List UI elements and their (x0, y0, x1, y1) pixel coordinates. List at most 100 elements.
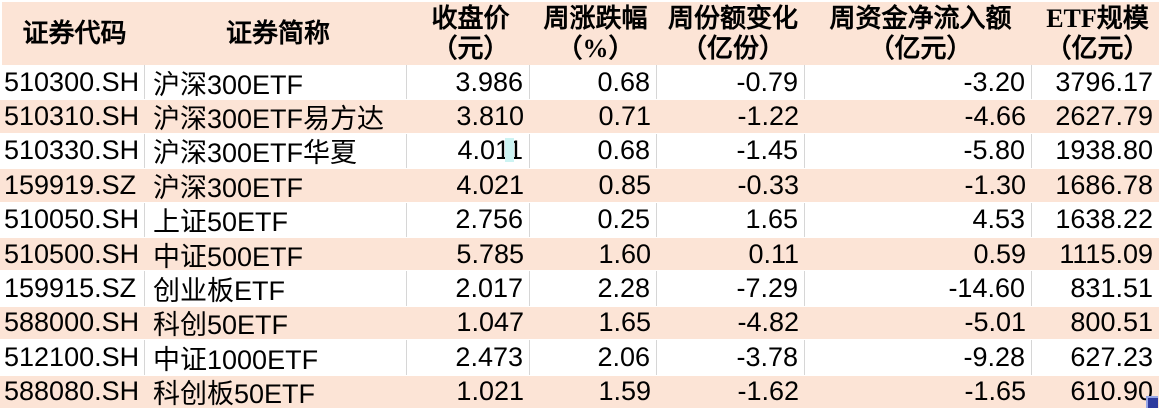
cell-net-inflow[interactable]: -3.20 (805, 65, 1032, 100)
table-row: 159915.SZ 创业板ETF 2.017 2.28 -7.29 -14.60 831.5… (0, 271, 1159, 306)
cell-code[interactable]: 510500.SH (4, 238, 140, 269)
cell-etf-scale[interactable]: 3796.17 (1055, 66, 1153, 97)
cell-close-price[interactable]: 2.017 (407, 271, 530, 306)
cell-share-change[interactable]: -4.82 (737, 307, 799, 338)
cell-net-inflow[interactable]: -1.65 (964, 376, 1026, 407)
table-row: 159919.SZ 沪深300ETF 4.021 0.85 -0.33 -1.30 1686… (0, 168, 1159, 203)
cell-name[interactable]: 沪深300ETF易方达 (153, 104, 385, 134)
cell-weekly-change[interactable]: 2.06 (530, 340, 657, 375)
cell-weekly-change[interactable]: 1.59 (598, 376, 651, 407)
cell-weekly-change[interactable]: 2.28 (530, 271, 657, 306)
cell-weekly-change[interactable]: 0.68 (530, 133, 657, 169)
cell-name[interactable]: 科创板50ETF (153, 379, 316, 409)
cell-close-price[interactable]: 2.473 (407, 340, 530, 375)
table-row: 510310.SH 沪深300ETF易方达 3.810 0.71 -1.22 -4.66 2… (0, 99, 1159, 134)
col-header-label: ETF规模 (1046, 3, 1149, 33)
cell-etf-scale[interactable]: 831.51 (1070, 273, 1153, 304)
cell-close-price[interactable]: 1.021 (456, 376, 524, 407)
col-header-unit: （%） (556, 33, 635, 63)
table-row: 510500.SH 中证500ETF 5.785 1.60 0.11 0.59 1115.0… (0, 236, 1159, 272)
cell-share-change[interactable]: -1.62 (737, 376, 799, 407)
cell-close-price[interactable]: 2.756 (407, 202, 530, 237)
cell-share-change[interactable]: 0.11 (748, 238, 799, 269)
cell-share-change[interactable]: -3.78 (657, 340, 805, 375)
cell-etf-scale[interactable]: 1686.78 (1055, 169, 1153, 200)
cell-code[interactable]: 159919.SZ (4, 169, 137, 200)
table-row: 510330.SH 沪深300ETF华夏 4.011 0.68 -1.45 -5.80 19… (0, 133, 1159, 169)
cell-share-change[interactable]: -0.79 (657, 65, 805, 100)
cell-code[interactable]: 510330.SH (0, 133, 145, 169)
table-header-row: 证券代码 证券简称 收盘价 （元） 周涨跌幅 （%） 周份额变化 （亿份） 周资… (0, 0, 1159, 65)
cell-net-inflow[interactable]: -9.28 (805, 340, 1032, 375)
table-row: 588000.SH 科创50ETF 1.047 1.65 -4.82 -5.01 800.5… (0, 305, 1159, 341)
cell-etf-scale[interactable]: 2627.79 (1055, 101, 1153, 132)
col-header-label: 收盘价 (431, 3, 510, 33)
cell-net-inflow[interactable]: -5.01 (964, 307, 1026, 338)
cell-name[interactable]: 科创50ETF (153, 310, 289, 341)
col-header-unit: （亿元） (1045, 33, 1150, 63)
cell-etf-scale[interactable]: 800.51 (1070, 307, 1153, 338)
col-header-etf-scale[interactable]: ETF规模 （亿元） (1034, 2, 1159, 65)
cell-share-change[interactable]: -7.29 (657, 271, 805, 306)
col-header-unit: （亿元） (868, 33, 973, 63)
cell-name[interactable]: 沪深300ETF华夏 (145, 133, 407, 169)
cell-net-inflow[interactable]: -1.30 (964, 169, 1026, 200)
cell-share-change[interactable]: 1.65 (657, 202, 805, 237)
cell-name[interactable]: 沪深300ETF (145, 65, 407, 100)
cell-weekly-change[interactable]: 1.60 (598, 238, 651, 269)
cell-weekly-change[interactable]: 0.68 (530, 65, 657, 100)
table-row: 510050.SH 上证50ETF 2.756 0.25 1.65 4.53 1638.22 (0, 202, 1159, 237)
cell-close-price[interactable]: 4.021 (456, 169, 524, 200)
cell-weekly-change[interactable]: 0.85 (598, 169, 651, 200)
cell-share-change[interactable]: -0.33 (737, 169, 799, 200)
cell-share-change[interactable]: -1.22 (737, 101, 799, 132)
cell-name[interactable]: 沪深300ETF (153, 172, 304, 203)
table-row: 510300.SH 沪深300ETF 3.986 0.68 -0.79 -3.20 3796… (0, 65, 1159, 100)
col-header-close-price[interactable]: 收盘价 （元） (409, 2, 532, 65)
cell-etf-scale[interactable]: 1115.09 (1059, 238, 1153, 269)
table-row: 512100.SH 中证1000ETF 2.473 2.06 -3.78 -9.28 627… (0, 340, 1159, 375)
cell-name[interactable]: 中证1000ETF (145, 340, 407, 375)
cell-net-inflow[interactable]: 4.53 (805, 202, 1032, 237)
col-header-unit: （元） (431, 33, 510, 63)
cell-code[interactable]: 159915.SZ (0, 271, 145, 306)
cell-code[interactable]: 510300.SH (0, 65, 145, 100)
cell-weekly-change[interactable]: 1.65 (598, 307, 651, 338)
cell-weekly-change[interactable]: 0.71 (598, 101, 651, 132)
col-header-weekly-change[interactable]: 周涨跌幅 （%） (532, 2, 659, 65)
cell-name[interactable]: 中证500ETF (153, 241, 304, 272)
col-header-label: 证券简称 (225, 18, 330, 48)
cell-share-change[interactable]: -1.45 (657, 133, 805, 169)
col-header-unit: （亿份） (680, 33, 785, 63)
cell-code[interactable]: 510310.SH (4, 101, 140, 132)
cell-net-inflow[interactable]: -5.80 (805, 133, 1032, 169)
cell-name[interactable]: 上证50ETF (145, 202, 407, 237)
cell-etf-scale[interactable]: 1938.80 (1055, 135, 1153, 166)
cell-code[interactable]: 510050.SH (0, 202, 145, 237)
cell-code[interactable]: 588080.SH (4, 376, 140, 407)
cell-name[interactable]: 创业板ETF (145, 271, 407, 306)
table-body: 510300.SH 沪深300ETF 3.986 0.68 -0.79 -3.20 3796… (0, 65, 1159, 409)
cell-close-price[interactable]: 3.986 (407, 65, 530, 100)
cell-code[interactable]: 512100.SH (0, 340, 145, 375)
col-header-net-inflow[interactable]: 周资金净流入额 （亿元） (807, 2, 1034, 65)
cell-net-inflow[interactable]: 0.59 (973, 238, 1026, 269)
col-header-name[interactable]: 证券简称 (147, 2, 409, 65)
cell-close-price[interactable]: 3.810 (456, 101, 524, 132)
cell-code[interactable]: 588000.SH (4, 307, 140, 338)
cell-close-price[interactable]: 1.047 (456, 307, 524, 338)
cell-weekly-change[interactable]: 0.25 (530, 202, 657, 237)
fill-handle[interactable] (1146, 396, 1158, 408)
cell-net-inflow[interactable]: -14.60 (805, 271, 1032, 306)
cell-close-price[interactable]: 5.785 (456, 238, 524, 269)
cell-etf-scale[interactable]: 1638.22 (1055, 204, 1153, 235)
col-header-label: 周份额变化 (667, 3, 798, 33)
cell-etf-scale[interactable]: 610.90 (1070, 376, 1153, 407)
col-header-code[interactable]: 证券代码 (2, 2, 147, 65)
col-header-label: 周资金净流入额 (829, 3, 1012, 33)
col-header-label: 周涨跌幅 (543, 3, 648, 33)
cell-net-inflow[interactable]: -4.66 (964, 101, 1026, 132)
cell-etf-scale[interactable]: 627.23 (1070, 341, 1153, 372)
col-header-share-change[interactable]: 周份额变化 （亿份） (659, 2, 807, 65)
